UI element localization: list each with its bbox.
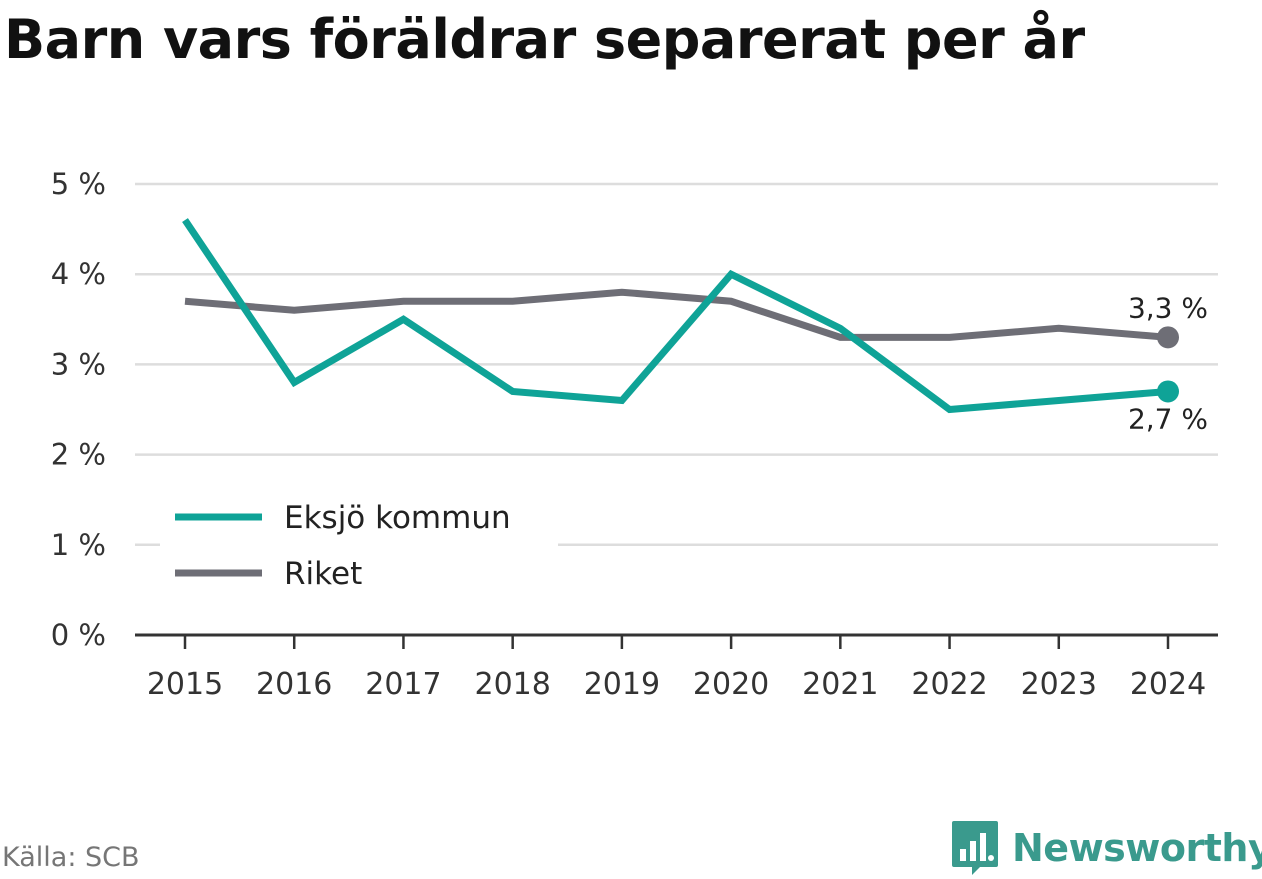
x-tick-label: 2018 [474, 667, 550, 702]
legend-background [160, 492, 558, 604]
series-line-eksjo [182, 218, 1169, 414]
y-tick-label: 4 % [51, 257, 106, 291]
y-tick-label: 3 % [51, 347, 106, 381]
line-chart: 0 %1 %2 %3 %4 %5 % 2015 2016 2017 2018 2019 2… [51, 167, 1218, 702]
end-value-label: 3,3 % [1128, 291, 1208, 324]
brand-name: Newsworthy [1012, 826, 1262, 870]
grid-lines [135, 182, 1218, 547]
legend-label: Eksjö kommun [284, 500, 511, 536]
brand-logo: Newsworthy [950, 818, 1262, 878]
legend: Eksjö kommun Riket [160, 492, 558, 604]
series-lines: 2,7 % 3,3 % [182, 218, 1208, 435]
x-tick-label: 2022 [911, 667, 987, 702]
x-tick-label: 2015 [147, 667, 223, 702]
newsworthy-logo-icon [952, 821, 998, 875]
x-tick-label: 2024 [1130, 667, 1206, 702]
x-axis: 2015 2016 2017 2018 2019 2020 2021 2022 2023 2024 [135, 633, 1218, 702]
source-note: Källa: SCB [2, 842, 140, 873]
end-value-label: 2,7 % [1128, 402, 1208, 435]
end-point-riket [1157, 326, 1179, 349]
series-line-riket [184, 288, 1169, 341]
x-tick-label: 2023 [1021, 667, 1097, 702]
x-tick-label: 2021 [802, 667, 878, 702]
end-point-eksjo [1157, 380, 1179, 403]
y-tick-label: 1 % [51, 528, 106, 562]
x-tick-label: 2020 [693, 667, 769, 702]
chart-title: Barn vars föräldrar separerat per år [4, 8, 1085, 71]
y-tick-label: 0 % [51, 618, 106, 652]
y-tick-label: 5 % [51, 167, 106, 201]
legend-label: Riket [284, 556, 362, 592]
y-tick-label: 2 % [51, 438, 106, 472]
y-axis-tick-labels: 0 % 1 % 2 % 3 % 4 % 5 % [51, 167, 106, 652]
x-tick-label: 2019 [584, 667, 660, 702]
x-tick-label: 2017 [365, 667, 441, 702]
x-tick-label: 2016 [256, 667, 332, 702]
